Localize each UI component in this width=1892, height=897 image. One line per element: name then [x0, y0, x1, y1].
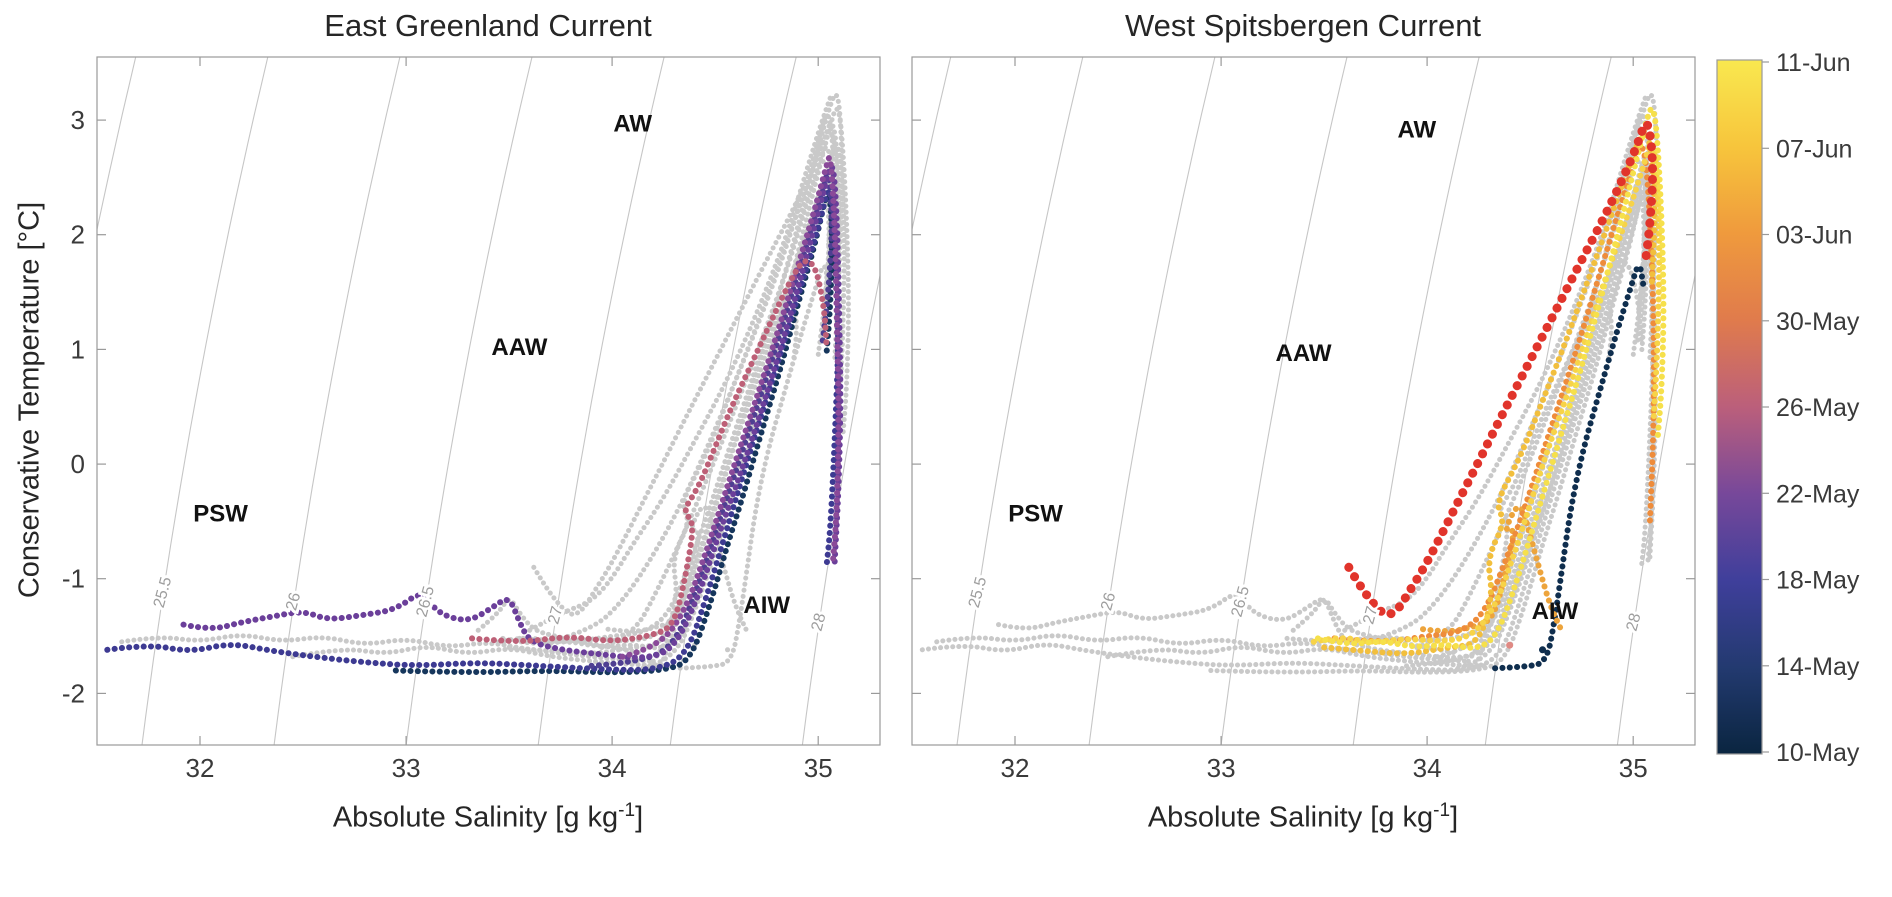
watermass-label-psw: PSW — [1008, 500, 1063, 527]
colorbar-label: 03-Jun — [1776, 222, 1852, 250]
isopycnal-line — [1220, 57, 1348, 745]
y-tick-label: 0 — [71, 449, 85, 479]
x-axis-label-sup: -1 — [618, 800, 636, 821]
isopycnal-line — [141, 57, 269, 745]
isopycnal-label: 26 — [1098, 591, 1119, 613]
gray-profile — [661, 92, 845, 662]
x-axis-label-egc: Absolute Salinity [g kg-1] — [138, 800, 838, 835]
y-tick-label: -2 — [62, 678, 85, 708]
x-tick-label: 35 — [804, 753, 833, 783]
gray-profile — [290, 645, 677, 669]
gray-profile — [1208, 193, 1650, 675]
x-axis-label-text: Absolute Salinity [g kg — [1147, 801, 1434, 834]
y-tick-label: 3 — [71, 105, 85, 135]
watermass-label-aiw: AIW — [743, 592, 790, 619]
axes-box — [911, 56, 1696, 746]
x-tick-label: 34 — [1413, 753, 1442, 783]
profile-26may — [469, 258, 830, 644]
profile-14may — [392, 193, 835, 676]
x-axis-label-close: ] — [1450, 801, 1459, 834]
watermass-label-aaw: AAW — [491, 334, 547, 361]
isopycnal-line — [97, 57, 137, 233]
profile-22may — [180, 163, 844, 661]
isopycnal-label: 25.5 — [966, 575, 991, 610]
isopycnal-label: 28 — [809, 611, 830, 633]
isopycnal-line — [912, 57, 952, 233]
colorbar-label: 30-May — [1776, 308, 1860, 336]
watermass-label-aaw: AAW — [1276, 340, 1332, 367]
colorbar-label: 18-May — [1776, 567, 1860, 595]
x-axis-label-text: Absolute Salinity [g kg — [332, 801, 619, 834]
watermass-label-aw: AW — [613, 111, 652, 138]
panel-title-wsc: West Spitsbergen Current — [1124, 8, 1482, 43]
gray-profile — [1455, 181, 1647, 671]
x-tick-label: 34 — [598, 753, 627, 783]
gray-profile — [119, 633, 656, 664]
x-tick-label: 33 — [392, 753, 421, 783]
gray-profile — [1105, 645, 1492, 669]
gray-profile — [475, 597, 646, 656]
isopycnal-line — [956, 57, 1084, 745]
x-axis-label-wsc: Absolute Salinity [g kg-1] — [953, 800, 1653, 835]
isopycnal-label: 26.5 — [414, 584, 439, 619]
axes-egc: 32 33 34 35 -2 -1 0 1 2 3 — [62, 56, 881, 783]
gray-profile — [1342, 94, 1648, 633]
gray-profile — [1362, 112, 1651, 645]
watermass-label-aw: AW — [1397, 116, 1436, 143]
colorbar-label: 11-Jun — [1776, 49, 1851, 77]
colorbar-label: 07-Jun — [1776, 135, 1852, 163]
x-tick-label: 33 — [1207, 753, 1236, 783]
gray-profile — [547, 112, 836, 645]
profile-zigzag — [1420, 504, 1567, 637]
isopycnal-line — [273, 57, 401, 745]
colorbar-bar — [1717, 60, 1762, 754]
axes-box — [96, 56, 881, 746]
isopycnal-line — [537, 57, 665, 745]
isopycnal-label: 26.5 — [1229, 584, 1254, 619]
isopycnal-line — [1352, 57, 1480, 745]
y-axis-label: Conservative Temperature [°C] — [13, 201, 46, 599]
isopycnal-line — [1616, 272, 1695, 745]
profile-10may — [1492, 263, 1647, 672]
axes-wsc: 32 33 34 35 — [911, 56, 1696, 783]
y-tick-label: 1 — [71, 334, 85, 364]
watermass-label-psw: PSW — [193, 500, 248, 527]
colorbar-label: 22-May — [1776, 480, 1860, 508]
isopycnal-label: 28 — [1624, 611, 1645, 633]
gray-profile — [527, 94, 833, 633]
colorbar: 11-Jun 07-Jun 03-Jun 30-May 26-May 22-May 18-M… — [1716, 49, 1860, 767]
y-tick-label: -1 — [62, 564, 85, 594]
gray-profile — [531, 121, 841, 617]
gray-profile — [677, 264, 831, 671]
panel-title-egc: East Greenland Current — [324, 8, 652, 43]
profile-11jun — [1314, 106, 1667, 651]
x-axis-label-sup: -1 — [1433, 800, 1451, 821]
y-tick-label: 2 — [71, 220, 85, 250]
colorbar-label: 26-May — [1776, 394, 1860, 422]
gray-profile — [506, 129, 842, 656]
gray-profile — [599, 159, 834, 650]
watermass-label-aiw: AIW — [1532, 598, 1579, 625]
isopycnal-line — [1088, 57, 1216, 745]
isopycnal-line — [801, 272, 880, 745]
isopycnal-label: 25.5 — [151, 575, 176, 610]
isopycnal-label: 26 — [283, 591, 304, 613]
isopycnal-line — [405, 57, 533, 745]
colorbar-label: 14-May — [1776, 653, 1860, 681]
colorbar-label: 10-May — [1776, 739, 1860, 767]
x-tick-label: 35 — [1619, 753, 1648, 783]
x-tick-label: 32 — [1001, 753, 1030, 783]
x-tick-label: 32 — [186, 753, 215, 783]
x-axis-label-close: ] — [635, 801, 644, 834]
profile-24may — [619, 155, 842, 660]
